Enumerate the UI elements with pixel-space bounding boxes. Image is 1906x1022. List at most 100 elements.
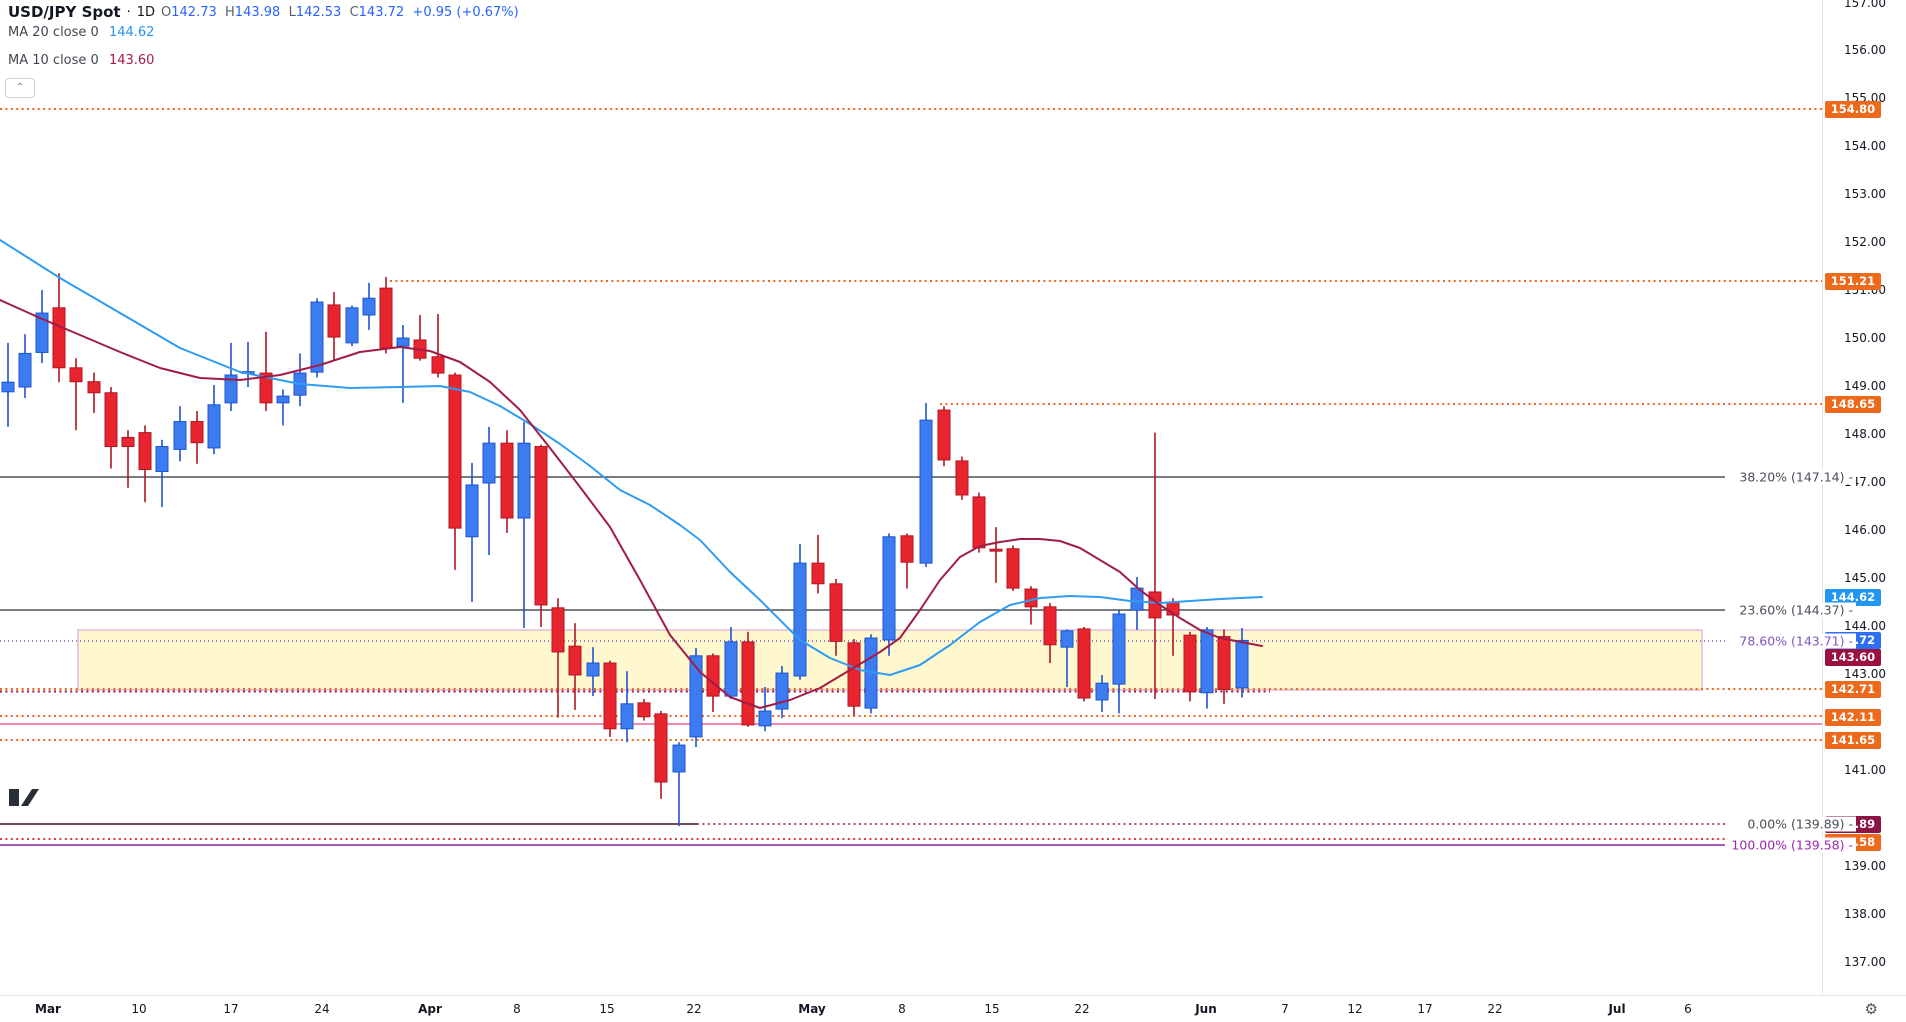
- candle-39: [672, 742, 686, 827]
- candle-64: [1112, 610, 1126, 714]
- symbol-header[interactable]: USD/JPY Spot · 1D O142.73 H143.98 L142.5…: [8, 3, 519, 21]
- symbol-name[interactable]: USD/JPY Spot: [8, 3, 121, 21]
- time-tick-12-14: 12: [1347, 1002, 1363, 1016]
- ma10-legend[interactable]: MA 10 close 0 143.60: [8, 53, 154, 68]
- candle-20: [345, 305, 359, 347]
- price-badge-151.21: 151.21: [1825, 272, 1881, 290]
- time-tick-22-7: 22: [686, 1002, 702, 1016]
- candle-31: [534, 444, 548, 627]
- close-value: 143.72: [358, 4, 405, 20]
- candle-35: [603, 660, 617, 737]
- timeframe-label[interactable]: 1D: [136, 4, 156, 20]
- price-tick-144.00: 144.00: [1844, 619, 1886, 633]
- price-badge-141.65: 141.65: [1825, 731, 1881, 749]
- candle-32: [551, 598, 565, 718]
- fib-level-label-3: 0.00% (139.89) -: [1744, 816, 1856, 832]
- time-tick-17-15: 17: [1417, 1002, 1433, 1016]
- ma10-line: [0, 299, 1263, 709]
- candle-68: [1183, 631, 1197, 702]
- separator: ·: [126, 4, 131, 20]
- ma20-label: MA 20 close 0: [8, 25, 99, 40]
- candle-21: [362, 282, 376, 330]
- candle-62: [1077, 627, 1091, 702]
- candle-2: [35, 290, 49, 363]
- candle-25: [431, 314, 445, 378]
- candle-37: [637, 699, 651, 721]
- price-tick-146.00: 146.00: [1844, 523, 1886, 537]
- chart-canvas[interactable]: [0, 0, 1822, 995]
- candle-60: [1043, 603, 1057, 663]
- candle-51: [882, 533, 896, 656]
- chevron-up-icon: ⌃: [15, 82, 25, 93]
- ma10-value: 143.60: [108, 53, 155, 68]
- candle-18: [310, 298, 324, 378]
- candle-3: [52, 273, 66, 383]
- candle-48: [829, 579, 843, 656]
- time-tick-8-5: 8: [513, 1002, 521, 1016]
- candle-40: [689, 648, 703, 747]
- fib-level-label-1: 23.60% (144.37) -: [1736, 602, 1856, 618]
- candle-36: [620, 671, 634, 743]
- candle-1: [18, 334, 32, 399]
- time-tick-6-18: 6: [1684, 1002, 1692, 1016]
- candle-70: [1217, 629, 1231, 704]
- ma20-line: [0, 239, 1263, 676]
- fib-level-label-4: 100.00% (139.58) -: [1728, 837, 1856, 853]
- ohlc-readout: O142.73 H143.98 L142.53 C143.72 +0.95 (+…: [161, 4, 519, 20]
- time-tick-15-6: 15: [599, 1002, 615, 1016]
- candle-65: [1130, 577, 1144, 630]
- candle-19: [327, 291, 341, 361]
- candle-61: [1060, 629, 1074, 687]
- candle-26: [448, 372, 462, 570]
- time-tick-Mar-0: Mar: [35, 1002, 61, 1016]
- time-tick-May-8: May: [798, 1002, 826, 1016]
- ma20-legend[interactable]: MA 20 close 0 144.62: [8, 25, 154, 40]
- price-tick-149.00: 149.00: [1844, 379, 1886, 393]
- candle-44: [758, 687, 772, 732]
- time-tick-7-13: 7: [1281, 1002, 1289, 1016]
- collapse-indicators-button[interactable]: ⌃: [5, 78, 35, 98]
- candle-43: [741, 631, 755, 727]
- candle-30: [517, 422, 531, 628]
- time-tick-10-1: 10: [131, 1002, 147, 1016]
- candle-71: [1235, 627, 1249, 698]
- time-tick-15-10: 15: [984, 1002, 1000, 1016]
- open-value: 142.73: [171, 4, 217, 20]
- gear-icon[interactable]: ⚙: [1864, 1000, 1878, 1018]
- candle-42: [724, 627, 738, 699]
- candle-50: [864, 634, 878, 714]
- time-tick-Jul-17: Jul: [1608, 1002, 1626, 1016]
- time-tick-Jun-12: Jun: [1195, 1002, 1217, 1016]
- candle-47: [811, 534, 825, 594]
- candle-22: [379, 277, 393, 354]
- candle-28: [482, 426, 496, 555]
- candle-38: [654, 711, 668, 799]
- low-value: 142.53: [295, 4, 342, 20]
- price-tick-152.00: 152.00: [1844, 235, 1886, 249]
- candle-52: [900, 533, 914, 589]
- candle-59: [1024, 586, 1038, 625]
- price-tick-145.00: 145.00: [1844, 571, 1886, 585]
- price-tick-156.00: 156.00: [1844, 43, 1886, 57]
- candle-53: [919, 402, 933, 567]
- candle-10: [173, 406, 187, 462]
- candle-17: [293, 353, 307, 407]
- tradingview-logo[interactable]: [9, 784, 39, 810]
- candle-34: [586, 647, 600, 697]
- candle-27: [465, 462, 479, 603]
- candle-54: [937, 406, 951, 467]
- candle-5: [87, 372, 101, 413]
- fib-level-label-0: 38.20% (147.14) -: [1736, 469, 1856, 485]
- candle-56: [972, 492, 986, 553]
- price-badge-144.62: 144.62: [1825, 588, 1881, 606]
- time-tick-17-2: 17: [223, 1002, 239, 1016]
- price-badge-142.11: 142.11: [1825, 708, 1881, 726]
- candle-12: [207, 385, 221, 455]
- candle-69: [1200, 627, 1214, 709]
- time-axis[interactable]: Mar 10 17 24 Apr 8 15 22 May 8 15 22 Jun 7 12 17 22 Jul 6: [0, 995, 1906, 1022]
- candle-6: [104, 387, 118, 469]
- price-tick-148.00: 148.00: [1844, 427, 1886, 441]
- price-tick-153.00: 153.00: [1844, 187, 1886, 201]
- fib-level-label-2: 78.60% (143.71) -: [1736, 633, 1856, 649]
